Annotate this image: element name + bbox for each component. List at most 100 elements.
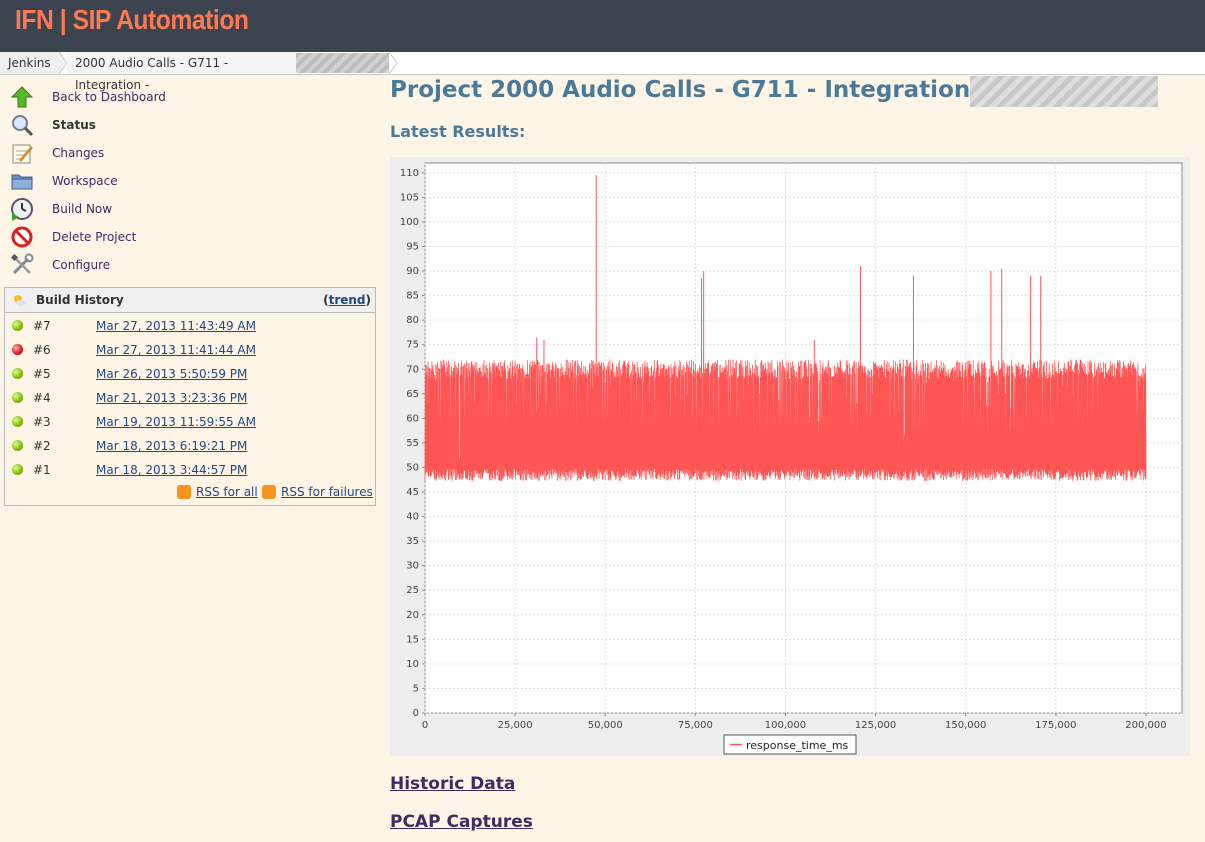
build-row: #5 Mar 26, 2013 5:50:59 PM: [5, 362, 375, 386]
breadcrumb-jenkins[interactable]: Jenkins: [0, 52, 59, 74]
folder-icon: [11, 174, 33, 190]
task-label[interactable]: Changes: [52, 146, 105, 160]
task-label[interactable]: Delete Project: [52, 230, 137, 244]
series-line-response-time: [424, 359, 1147, 481]
task-label[interactable]: Status: [52, 118, 96, 132]
build-date-link[interactable]: Mar 18, 2013 3:44:57 PM: [96, 463, 248, 477]
y-tick-label: 10: [406, 659, 419, 670]
status-ball-icon: [12, 368, 23, 379]
legend-box: [723, 734, 857, 755]
x-tick-label: 175,000: [1035, 720, 1076, 731]
y-tick-label: 15: [406, 634, 419, 645]
x-tick-label: 0: [422, 720, 428, 731]
build-row: #4 Mar 21, 2013 3:23:36 PM: [5, 386, 375, 410]
x-tick-label: 50,000: [588, 720, 623, 731]
y-tick-label: 55: [406, 438, 419, 449]
chart-svg: 0 5 10 15 20 25 30 35 40 45 50 55 60 65 70 75 80 85 90 95 10…: [400, 162, 1183, 755]
build-row: #3 Mar 19, 2013 11:59:55 AM: [5, 410, 375, 434]
tools-icon: [10, 253, 34, 275]
y-tick-label: 25: [406, 585, 419, 596]
build-number: #5: [33, 367, 51, 381]
page-title: Project 2000 Audio Calls - G711 - Integr…: [390, 77, 988, 103]
redacted-block: [970, 76, 1158, 107]
y-tick-label: 100: [400, 217, 419, 228]
task-label[interactable]: Configure: [52, 258, 111, 272]
breadcrumb: Jenkins 2000 Audio Calls - G711 - Integr…: [0, 52, 1205, 92]
y-tick-label: 110: [400, 168, 419, 179]
x-tick-label: 75,000: [678, 720, 713, 731]
task-label[interactable]: Build Now: [52, 202, 113, 216]
build-history-trend: (trend): [323, 293, 371, 307]
build-number: #7: [33, 319, 51, 333]
rss-icon[interactable]: [177, 485, 191, 499]
top-header: IFN | SIP Automation: [0, 0, 1205, 52]
build-row: #1 Mar 18, 2013 3:44:57 PM: [5, 458, 375, 482]
build-date-link[interactable]: Mar 27, 2013 11:41:44 AM: [96, 343, 256, 357]
status-ball-icon: [12, 320, 23, 331]
y-tick-label: 90: [406, 266, 419, 277]
y-tick-label: 85: [406, 291, 419, 302]
build-number: #3: [33, 415, 51, 429]
y-tick-label: 5: [413, 683, 419, 694]
build-history-panel: Build History (trend) #7 Mar 27, 2013 11…: [4, 287, 376, 506]
task-changes[interactable]: Changes: [10, 141, 370, 165]
task-label[interactable]: Workspace: [52, 174, 118, 188]
y-tick-label: 40: [406, 512, 419, 523]
search-icon: [12, 115, 34, 137]
task-delete-project[interactable]: Delete Project: [10, 225, 370, 249]
rss-all-link[interactable]: RSS for all: [196, 485, 258, 499]
breadcrumb-separator-icon: [389, 52, 398, 74]
build-date-link[interactable]: Mar 27, 2013 11:43:49 AM: [96, 319, 256, 333]
up-arrow-icon: [10, 86, 34, 108]
build-number: #6: [33, 343, 51, 357]
y-tick-label: 70: [406, 364, 419, 375]
no-entry-icon: [11, 226, 33, 248]
task-status[interactable]: Status: [10, 113, 370, 137]
breadcrumb-project[interactable]: 2000 Audio Calls - G711 - Integration -: [67, 52, 302, 92]
task-build-now[interactable]: Build Now: [10, 197, 370, 221]
build-row: #2 Mar 18, 2013 6:19:21 PM: [5, 434, 375, 458]
app-title[interactable]: IFN | SIP Automation: [15, 4, 249, 35]
y-tick-label: 0: [413, 708, 419, 719]
pcap-captures-link[interactable]: PCAP Captures: [390, 812, 533, 832]
y-tick-label: 65: [406, 389, 419, 400]
x-tick-label: 200,000: [1125, 720, 1166, 731]
legend-label: response_time_ms: [746, 739, 849, 752]
status-ball-icon: [12, 392, 23, 403]
y-tick-label: 35: [406, 536, 419, 547]
build-row: #6 Mar 27, 2013 11:41:44 AM: [5, 338, 375, 362]
y-tick-label: 50: [406, 462, 419, 473]
build-date-link[interactable]: Mar 26, 2013 5:50:59 PM: [96, 367, 248, 381]
x-tick-label: 125,000: [855, 720, 896, 731]
status-ball-icon: [12, 440, 23, 451]
build-history-header: Build History (trend): [5, 288, 375, 313]
x-tick-label: 100,000: [765, 720, 806, 731]
task-back-to-dashboard[interactable]: Back to Dashboard: [10, 85, 370, 109]
build-date-link[interactable]: Mar 21, 2013 3:23:36 PM: [96, 391, 248, 405]
task-configure[interactable]: Configure: [10, 253, 370, 277]
latest-results-heading: Latest Results:: [390, 122, 526, 141]
status-ball-icon: [12, 464, 23, 475]
y-tick-label: 20: [406, 610, 419, 621]
status-ball-icon: [12, 416, 23, 427]
x-tick-label: 150,000: [945, 720, 986, 731]
build-number: #4: [33, 391, 51, 405]
response-time-chart: 0 5 10 15 20 25 30 35 40 45 50 55 60 65 70 75 80 85 90 95 10…: [390, 157, 1190, 756]
historic-data-link[interactable]: Historic Data: [390, 774, 516, 794]
trend-link[interactable]: trend: [328, 293, 366, 307]
build-date-link[interactable]: Mar 18, 2013 6:19:21 PM: [96, 439, 248, 453]
y-tick-label: 80: [406, 315, 419, 326]
y-tick-label: 30: [406, 561, 419, 572]
build-number: #1: [33, 463, 51, 477]
task-workspace[interactable]: Workspace: [10, 169, 370, 193]
x-tick-label: 25,000: [498, 720, 533, 731]
task-label[interactable]: Back to Dashboard: [52, 90, 166, 104]
y-tick-label: 75: [406, 340, 419, 351]
build-row: #7 Mar 27, 2013 11:43:49 AM: [5, 314, 375, 338]
rss-icon[interactable]: [262, 485, 276, 499]
status-ball-icon: [12, 344, 23, 355]
rss-failures-link[interactable]: RSS for failures: [281, 485, 373, 499]
y-tick-label: 95: [406, 241, 419, 252]
build-date-link[interactable]: Mar 19, 2013 11:59:55 AM: [96, 415, 256, 429]
redacted-block: [296, 53, 389, 73]
